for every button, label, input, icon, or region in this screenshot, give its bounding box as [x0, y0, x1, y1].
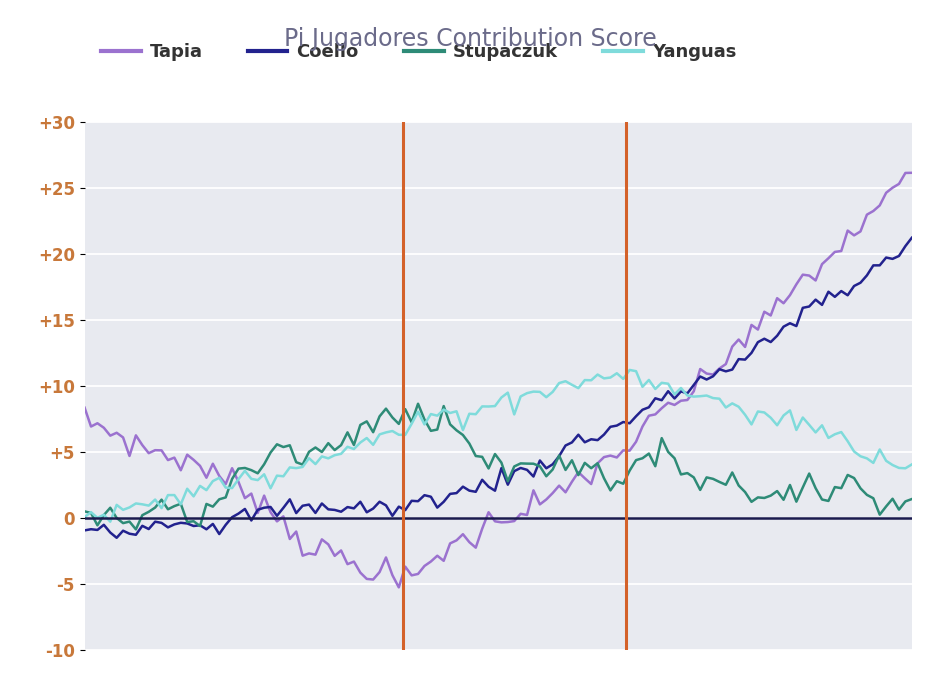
Legend: Tapia, Coello, Stupaczuk, Yanguas: Tapia, Coello, Stupaczuk, Yanguas [94, 36, 744, 68]
Text: Pi Jugadores Contribution Score: Pi Jugadores Contribution Score [284, 27, 656, 51]
